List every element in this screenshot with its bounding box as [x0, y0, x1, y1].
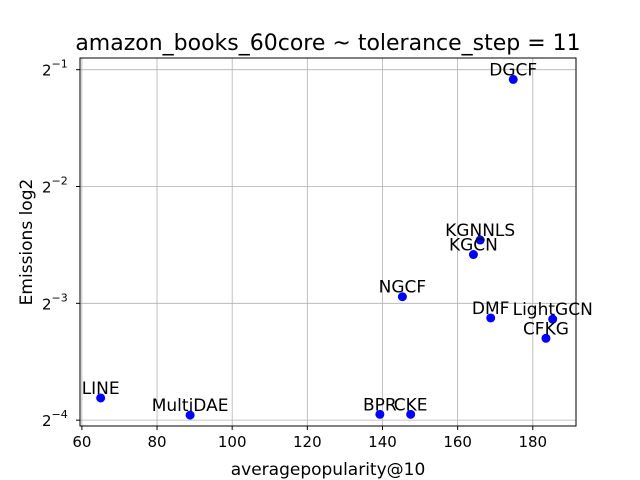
data-point-lightgcn	[548, 314, 558, 324]
point-label-kgcn: KGCN	[449, 236, 498, 256]
data-point-ngcf	[397, 292, 407, 302]
y-tick-label: 2−1	[42, 58, 68, 80]
point-label-line: LINE	[82, 379, 120, 399]
data-point-kgnnls	[475, 235, 485, 245]
y-axis-ticks: 2−1 2−2 2−3 2−4	[42, 58, 80, 430]
data-point-multidae	[185, 410, 195, 420]
x-tick-label: 100	[218, 433, 247, 451]
data-point-dgcf	[508, 74, 518, 84]
x-tick-label: 140	[368, 433, 397, 451]
point-label-lightgcn: LightGCN	[513, 300, 593, 320]
y-axis-label: Emissions log2	[17, 179, 37, 306]
chart-title: amazon_books_60core ~ tolerance_step = 1…	[75, 31, 580, 56]
data-point-cke	[406, 409, 416, 419]
point-label-bpr: BPR	[363, 395, 397, 415]
x-tick-label: 180	[518, 433, 547, 451]
x-tick-label: 60	[72, 433, 91, 451]
point-label-multidae: MultiDAE	[152, 396, 229, 416]
grid-lines	[80, 58, 576, 426]
y-tick-label: 2−4	[42, 408, 68, 430]
point-label-cfkg: CFKG	[523, 319, 569, 339]
point-label-cke: CKE	[394, 395, 428, 415]
plot-area-frame	[79, 57, 577, 427]
y-tick-label: 2−2	[42, 175, 68, 197]
data-point-dmf	[486, 313, 496, 323]
point-label-dgcf: DGCF	[489, 60, 537, 80]
data-points	[96, 74, 558, 420]
x-tick-label: 80	[147, 433, 166, 451]
point-label-dmf: DMF	[472, 299, 510, 319]
data-point-cfkg	[541, 333, 551, 343]
data-point-bpr	[375, 409, 385, 419]
y-tick-label: 2−3	[42, 291, 68, 313]
point-label-ngcf: NGCF	[379, 278, 427, 298]
data-point-kgcn	[468, 250, 478, 260]
x-axis-ticks: 60 80 100 120 140 160 180	[72, 426, 547, 451]
x-tick-label: 120	[293, 433, 322, 451]
x-tick-label: 160	[443, 433, 472, 451]
x-axis-label: averagepopularity@10	[231, 460, 426, 480]
data-point-line	[96, 393, 106, 403]
point-label-kgnnls: KGNNLS	[445, 221, 515, 241]
